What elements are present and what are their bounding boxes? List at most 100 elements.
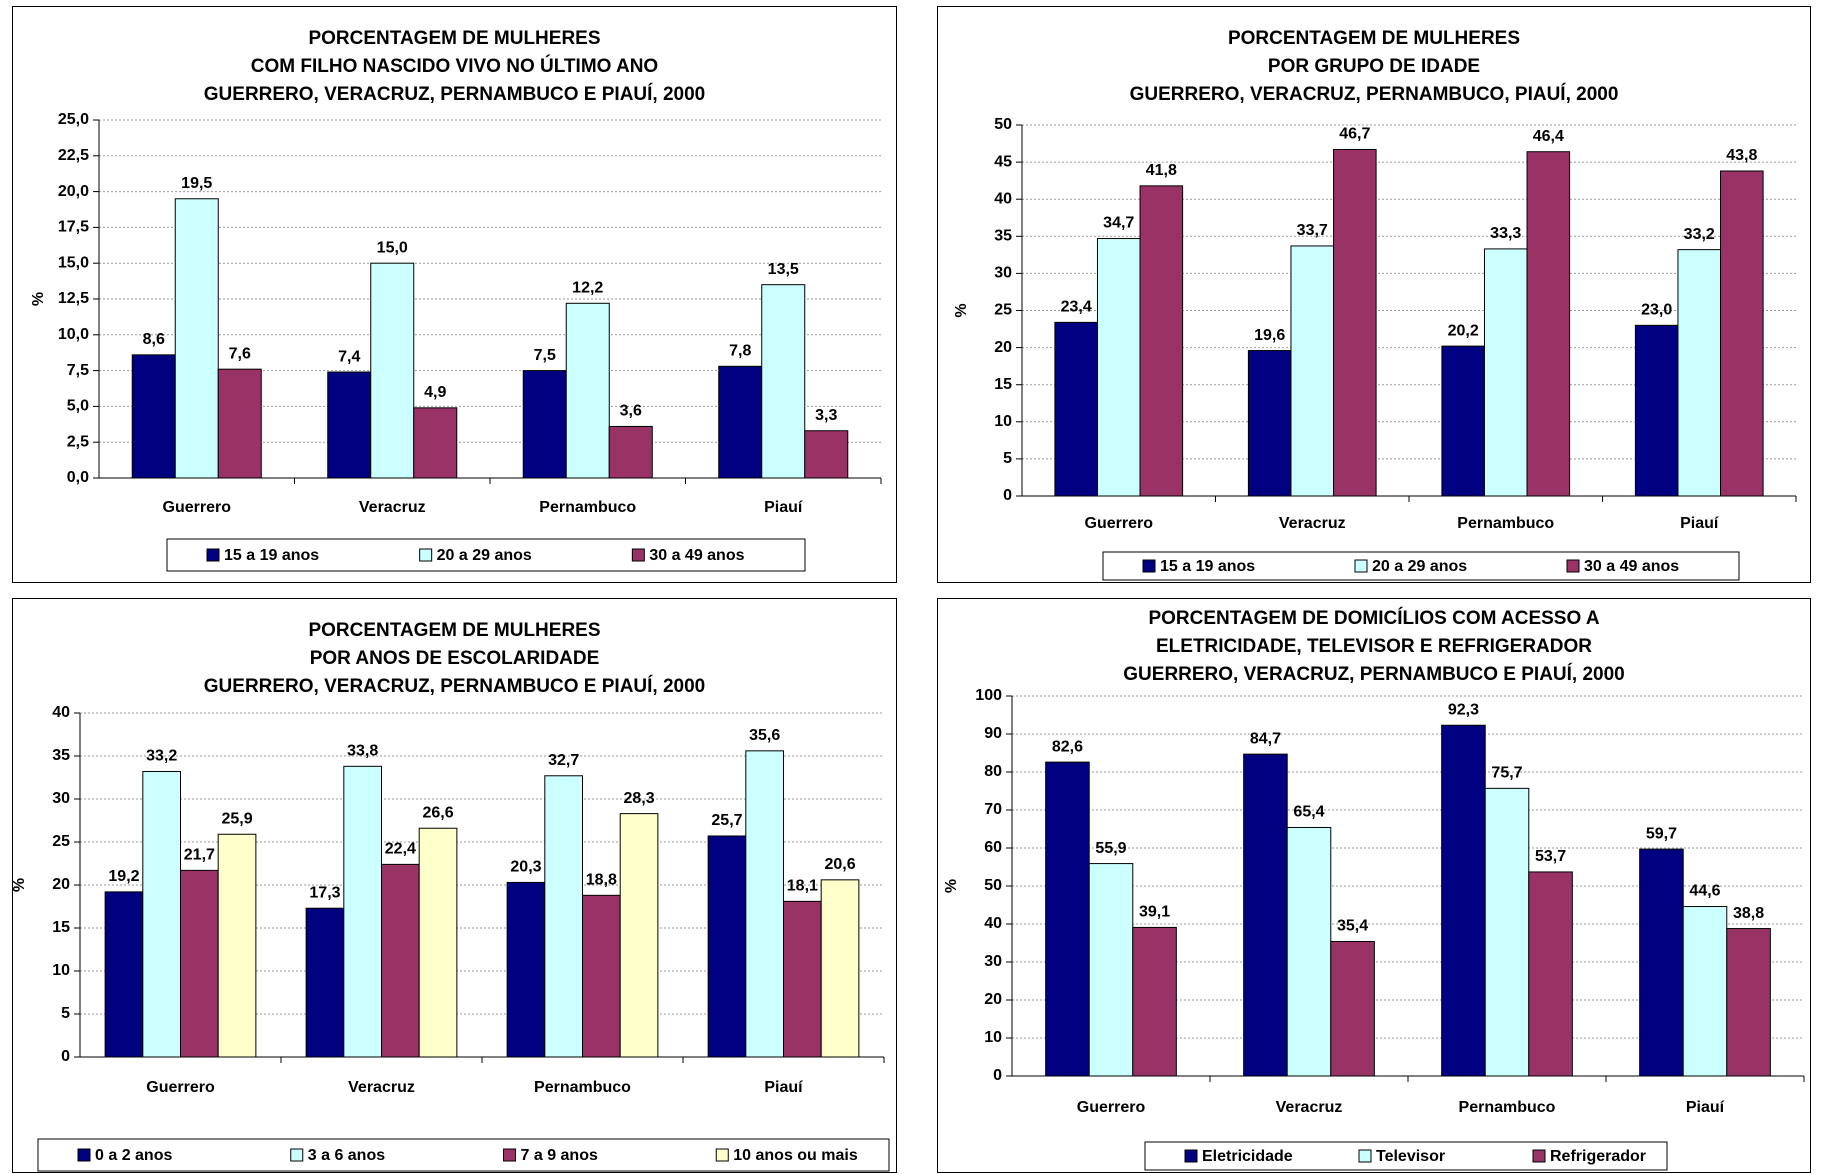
bar: [1330, 940, 1375, 1077]
value-label: 34,7: [1103, 215, 1134, 232]
value-label: 65,4: [1293, 804, 1324, 821]
chart-title: GUERRERO, VERACRUZ, PERNAMBUCO E PIAUÍ, …: [204, 675, 705, 697]
y-tick-label: 12,5: [58, 290, 89, 307]
legend-swatch: [1184, 1149, 1198, 1163]
bar: [1045, 761, 1090, 1077]
value-label: 33,3: [1490, 225, 1521, 242]
chart-title: PORCENTAGEM DE MULHERES: [1228, 28, 1520, 49]
bar: [1720, 170, 1764, 497]
value-label: 7,4: [338, 348, 360, 365]
value-label: 3,3: [815, 407, 837, 424]
bar: [413, 407, 458, 479]
y-tick-label: 25: [52, 833, 70, 850]
y-tick-label: 10: [52, 962, 70, 979]
y-tick-label: 60: [984, 839, 1002, 856]
y-tick-label: 30: [984, 953, 1002, 970]
value-label: 35,4: [1337, 918, 1368, 935]
bar: [1526, 151, 1571, 497]
x-tick-label: Pernambuco: [539, 499, 636, 516]
bar: [608, 425, 653, 479]
value-label: 41,8: [1146, 162, 1177, 179]
bar: [131, 354, 176, 479]
chart-panel: PORCENTAGEM DE MULHERES POR ANOS DE ESCOL…: [11, 598, 897, 1173]
value-label: 35,6: [749, 727, 780, 744]
value-label: 23,0: [1641, 302, 1672, 319]
bar: [1333, 148, 1377, 497]
chart-title: PORCENTAGEM DE DOMICÍLIOS COM ACESSO A: [1148, 607, 1599, 629]
bar: [1290, 245, 1335, 497]
bar: [1247, 350, 1292, 497]
value-label: 55,9: [1095, 840, 1126, 857]
bar: [1096, 238, 1141, 497]
y-axis-label: %: [11, 878, 28, 892]
legend-label: 0 a 2 anos: [95, 1147, 172, 1164]
legend-label: 10 anos ou mais: [733, 1147, 858, 1164]
bar: [418, 827, 458, 1058]
value-label: 59,7: [1646, 825, 1677, 842]
value-label: 46,4: [1533, 128, 1564, 145]
legend-label: 15 a 19 anos: [1160, 558, 1255, 575]
y-tick-label: 7,5: [67, 362, 89, 379]
y-axis-label: %: [30, 292, 47, 306]
value-label: 84,7: [1250, 730, 1281, 747]
y-tick-label: 0,0: [67, 469, 89, 486]
value-label: 75,7: [1491, 765, 1522, 782]
value-label: 43,8: [1726, 147, 1757, 164]
x-tick-label: Piauí: [764, 499, 803, 516]
bar: [1088, 863, 1134, 1077]
x-tick-label: Pernambuco: [1459, 1099, 1556, 1116]
legend-label: 30 a 49 anos: [1584, 558, 1679, 575]
value-label: 4,9: [424, 384, 446, 401]
bar: [1441, 345, 1485, 497]
value-label: 46,7: [1339, 126, 1370, 143]
chart-panel: PORCENTAGEM DE DOMICÍLIOS COM ACESSO A EL…: [937, 598, 1811, 1173]
legend-swatch: [1532, 1149, 1546, 1163]
legend-swatch: [631, 548, 645, 562]
x-tick-label: Guerrero: [1077, 1099, 1146, 1116]
y-tick-label: 15,0: [58, 254, 89, 271]
y-tick-label: 17,5: [58, 219, 89, 236]
bar: [343, 765, 382, 1058]
y-tick-label: 40: [984, 915, 1002, 932]
value-label: 38,8: [1733, 905, 1764, 922]
bar: [522, 370, 567, 479]
x-tick-label: Pernambuco: [534, 1079, 631, 1096]
bar: [1726, 928, 1771, 1077]
value-label: 32,7: [548, 752, 579, 769]
legend-label: Eletricidade: [1202, 1148, 1293, 1165]
legend-frame: [37, 1138, 890, 1172]
legend-label: Refrigerador: [1550, 1148, 1646, 1165]
bar: [1483, 248, 1528, 497]
chart-panel: PORCENTAGEM DE MULHERES COM FILHO NASCIDO…: [12, 6, 897, 583]
y-tick-label: 22,5: [58, 147, 89, 164]
legend-label: Televisor: [1376, 1148, 1445, 1165]
legend-swatch: [419, 548, 433, 562]
value-label: 15,0: [377, 239, 408, 256]
chart-title: PORCENTAGEM DE MULHERES: [308, 620, 600, 641]
legend-frame: [166, 538, 806, 572]
value-label: 17,3: [309, 884, 340, 901]
y-axis-label: %: [943, 879, 960, 893]
bar: [582, 894, 621, 1058]
legend-frame: [1102, 551, 1740, 581]
bar: [820, 879, 860, 1058]
legend-label: 15 a 19 anos: [224, 547, 319, 564]
y-tick-label: 15: [994, 376, 1012, 393]
legend-swatch: [290, 1148, 304, 1162]
value-label: 18,1: [787, 878, 818, 895]
value-label: 20,6: [824, 856, 855, 873]
bar: [1528, 871, 1573, 1077]
bar: [619, 813, 659, 1058]
value-label: 21,7: [184, 847, 215, 864]
value-label: 7,5: [534, 347, 556, 364]
bar: [761, 284, 806, 479]
y-tick-label: 35: [994, 228, 1012, 245]
bar: [217, 833, 257, 1058]
value-label: 33,2: [146, 748, 177, 765]
chart-title: POR ANOS DE ESCOLARIDADE: [310, 648, 600, 669]
value-label: 7,8: [729, 343, 751, 360]
bar: [104, 891, 144, 1058]
value-label: 20,3: [510, 859, 541, 876]
value-label: 25,7: [711, 812, 742, 829]
x-tick-label: Piauí: [764, 1079, 803, 1096]
